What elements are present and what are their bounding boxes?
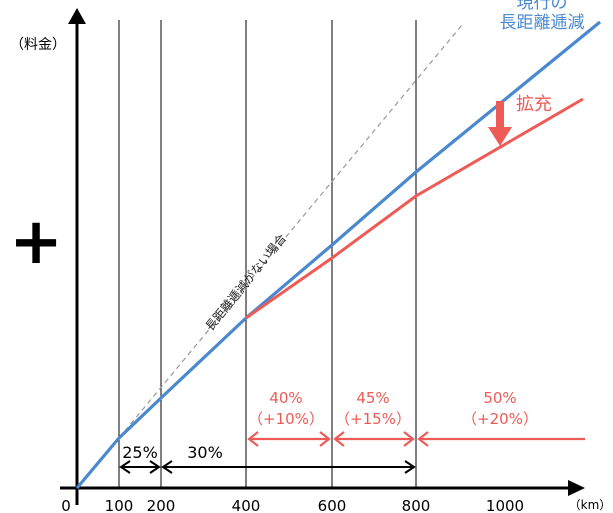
axes <box>60 8 585 505</box>
expansion-arrow <box>488 101 512 146</box>
x-tick-labels: 100 200 400 600 800 1000 <box>105 497 524 513</box>
rate-45-delta: （+15%） <box>335 410 411 428</box>
x-axis-unit: （km） <box>569 498 612 512</box>
x-tick-1000: 1000 <box>486 497 524 513</box>
rate-40-delta: （+10%） <box>248 410 324 428</box>
plus-symbol: + <box>9 205 63 279</box>
rate-45: 45% <box>356 389 389 407</box>
no-reduction-line <box>118 24 463 439</box>
x-tick-200: 200 <box>147 497 176 513</box>
current-line-label-1: 現行の <box>517 0 568 13</box>
rate-arrows-black <box>119 460 416 474</box>
rate-arrows-red <box>247 431 585 447</box>
x-axis-arrow <box>568 480 585 496</box>
current-line-label-2: 長距離逓減 <box>500 13 585 33</box>
origin-label: 0 <box>61 497 71 513</box>
expansion-label: 拡充 <box>516 94 552 115</box>
x-tick-800: 800 <box>402 497 431 513</box>
grid-lines <box>118 20 417 488</box>
rate-50-delta: （+20%） <box>462 410 538 428</box>
rate-50: 50% <box>483 389 516 407</box>
x-tick-100: 100 <box>105 497 134 513</box>
y-axis-arrow <box>68 8 86 24</box>
rate-25: 25% <box>122 443 158 462</box>
x-tick-400: 400 <box>232 497 261 513</box>
rate-30: 30% <box>187 443 223 462</box>
y-axis-label: （料金） <box>10 37 66 53</box>
expanded-fare-line <box>245 97 584 320</box>
x-tick-600: 600 <box>318 497 347 513</box>
rate-40: 40% <box>269 389 302 407</box>
